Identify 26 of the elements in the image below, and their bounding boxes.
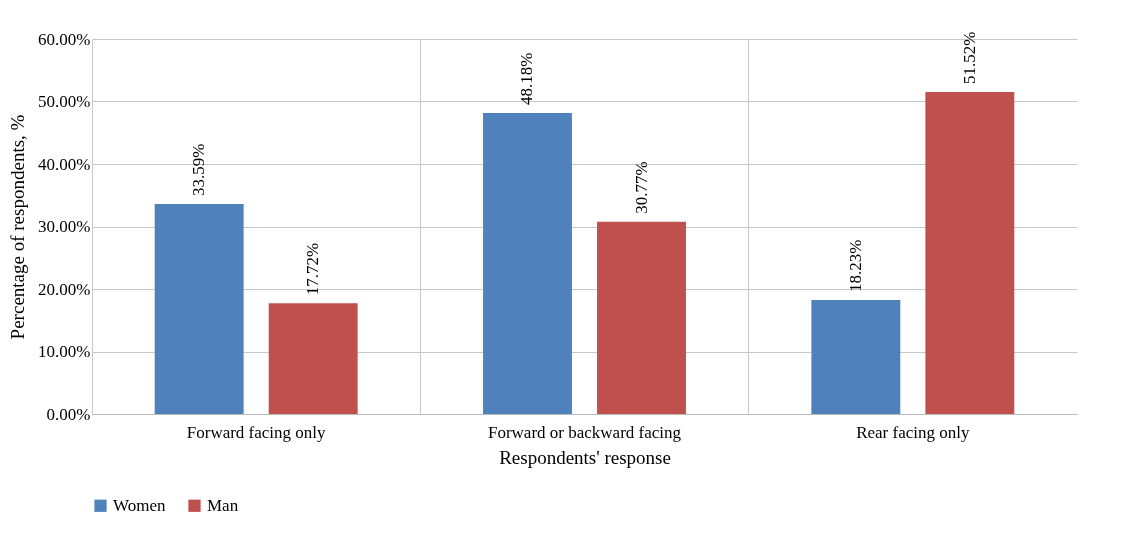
y-tick-label: 50.00% — [38, 92, 91, 111]
legend-label: Women — [113, 495, 166, 515]
bar — [811, 300, 901, 414]
y-axis-title: Percentage of respondents, % — [7, 114, 29, 340]
y-tick-label: 60.00% — [38, 29, 91, 49]
bar — [154, 204, 244, 414]
y-tick-label: 10.00% — [38, 342, 91, 361]
x-tick-label: Rear facing only — [856, 422, 970, 442]
data-label: 30.77% — [631, 161, 651, 214]
data-label: 17.72% — [303, 242, 323, 296]
x-tick-label: Forward or backward facing — [487, 422, 682, 442]
bar — [597, 221, 686, 414]
legend-label: Man — [207, 495, 239, 515]
y-tick-label: 0.00% — [46, 404, 91, 424]
y-tick-label: 20.00% — [38, 279, 91, 299]
y-tick-label: 40.00% — [38, 154, 91, 174]
y-tick-label: 30.00% — [38, 217, 91, 236]
x-axis-title: Respondents' response — [499, 446, 671, 468]
data-label: 51.52% — [959, 31, 979, 84]
bar — [268, 303, 358, 414]
bar — [483, 112, 572, 414]
x-tick-label: Forward facing only — [186, 422, 327, 442]
data-label: 33.59% — [189, 143, 209, 197]
data-label: 18.23% — [845, 239, 865, 293]
data-label: 48.18% — [517, 52, 537, 105]
bar — [925, 92, 1015, 414]
